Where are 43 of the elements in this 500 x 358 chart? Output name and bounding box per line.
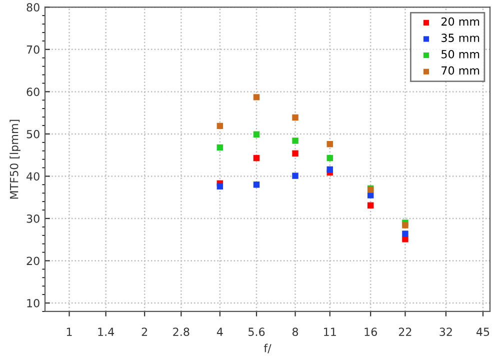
y-tick-label: 70 (26, 45, 40, 54)
point (326, 166, 333, 173)
point (292, 150, 298, 156)
y-tick-label: 50 (26, 130, 40, 138)
point (253, 94, 260, 100)
point (216, 122, 224, 130)
point (292, 172, 298, 179)
x-tick-label: 1 (66, 328, 72, 336)
point (326, 140, 333, 148)
point (216, 144, 224, 151)
x-tick-label: 2 (142, 328, 148, 336)
x-tick-label: 1.4 (98, 328, 114, 336)
x-tick-label: 32 (440, 328, 452, 336)
y-tick-label: 80 (26, 3, 40, 12)
x-tick-label: 11 (324, 328, 336, 336)
x-tick-label: 5.6 (248, 328, 265, 336)
legend-label: 50 mm (442, 50, 480, 58)
y-axis-title: MTF50 [lpmm] (10, 120, 20, 199)
x-axis-title: f/ (264, 344, 272, 354)
legend-label: 35 mm (442, 34, 480, 42)
point (253, 131, 260, 138)
point (216, 183, 224, 190)
point (326, 154, 333, 162)
x-tick-label: 22 (398, 328, 412, 336)
y-tick-label: 30 (26, 214, 40, 223)
y-tick-label: 10 (27, 298, 40, 308)
legend-label: 70 mm (442, 66, 480, 75)
y-tick-label: 60 (26, 88, 40, 96)
point (402, 236, 408, 242)
x-tick-label: 8 (292, 328, 298, 336)
x-tick-label: 4 (216, 328, 223, 336)
y-tick-label: 40 (26, 172, 40, 181)
x-tick-label: 16 (364, 328, 377, 336)
point (253, 182, 260, 188)
point (253, 154, 260, 162)
point (402, 222, 408, 228)
x-tick-label: 2.8 (173, 328, 190, 336)
point (292, 114, 298, 121)
x-tick-label: 45 (476, 328, 490, 336)
legend-label: 20 mm (442, 17, 480, 26)
y-tick-label: 20 (26, 256, 40, 266)
point (292, 138, 298, 144)
point (402, 230, 408, 237)
